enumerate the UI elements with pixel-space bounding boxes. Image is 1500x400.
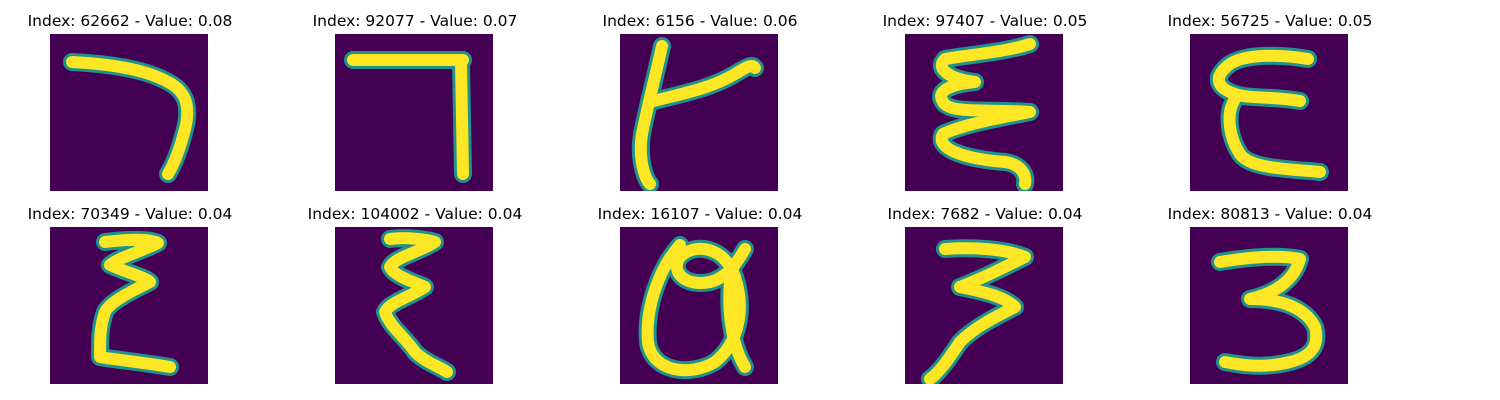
panel-title: Index: 97407 - Value: 0.05	[855, 11, 1115, 31]
panel-title: Index: 56725 - Value: 0.05	[1140, 11, 1400, 31]
zigzag-e-icon	[50, 227, 208, 384]
panel-title: Index: 7682 - Value: 0.04	[855, 204, 1115, 224]
seven-bent-icon	[50, 34, 208, 191]
panel-title: Index: 16107 - Value: 0.04	[570, 204, 830, 224]
loop-a-icon	[620, 227, 778, 384]
three-icon	[1190, 227, 1348, 384]
slanted-three-icon	[905, 227, 1063, 384]
panel-title: Index: 6156 - Value: 0.06	[570, 11, 830, 31]
seven-straight-icon	[335, 34, 493, 191]
curly-t-icon	[620, 34, 778, 191]
squiggle-e-icon	[905, 34, 1063, 191]
panel-title: Index: 104002 - Value: 0.04	[285, 204, 545, 224]
panel-title: Index: 62662 - Value: 0.08	[0, 11, 260, 31]
panel-title: Index: 80813 - Value: 0.04	[1140, 204, 1400, 224]
epsilon-icon	[1190, 34, 1348, 191]
panel-title: Index: 70349 - Value: 0.04	[0, 204, 260, 224]
zigzag-xi-icon	[335, 227, 493, 384]
panel-title: Index: 92077 - Value: 0.07	[285, 11, 545, 31]
